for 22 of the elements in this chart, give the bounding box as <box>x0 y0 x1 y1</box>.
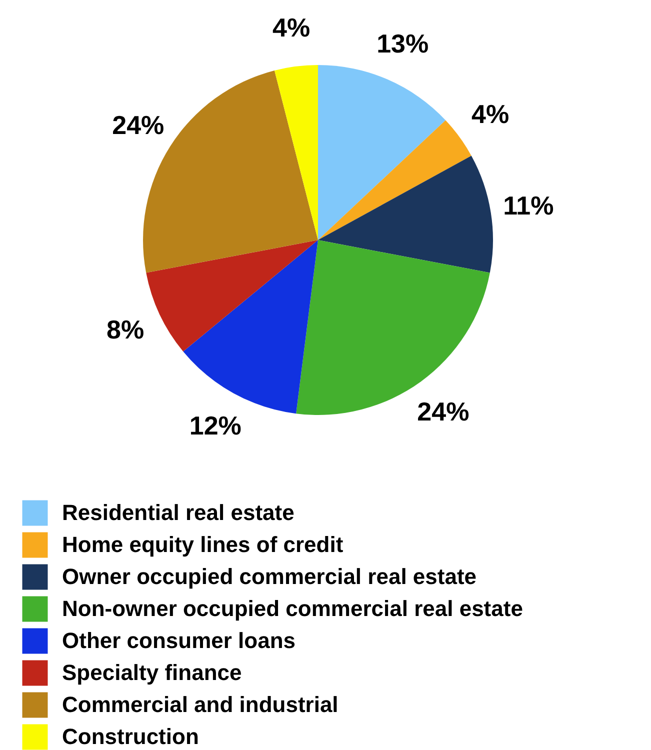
pie-slice <box>318 120 472 240</box>
data-label: 8% <box>106 314 144 345</box>
pie-slice <box>274 65 318 240</box>
data-label: 11% <box>503 190 554 221</box>
pie-slice <box>183 240 318 414</box>
pie-slice <box>146 240 318 352</box>
legend-label: Non-owner occupied commercial real estate <box>62 596 523 621</box>
data-label: 24% <box>112 110 164 140</box>
legend-label: Specialty finance <box>62 660 242 685</box>
data-label: 4% <box>272 12 310 43</box>
pie-slice <box>318 156 493 273</box>
data-label: 24% <box>417 396 470 426</box>
legend-label: Construction <box>62 724 199 749</box>
legend-label: Home equity lines of credit <box>62 532 344 557</box>
data-label: 13% <box>376 28 429 59</box>
data-label: 12% <box>189 410 242 441</box>
legend-label: Commercial and industrial <box>62 692 338 717</box>
pie-slice <box>318 65 446 240</box>
legend-label: Residential real estate <box>62 500 294 525</box>
legend-label: Other consumer loans <box>62 628 296 653</box>
legend-label: Owner occupied commercial real estate <box>62 564 477 589</box>
data-label: 4% <box>472 98 510 129</box>
